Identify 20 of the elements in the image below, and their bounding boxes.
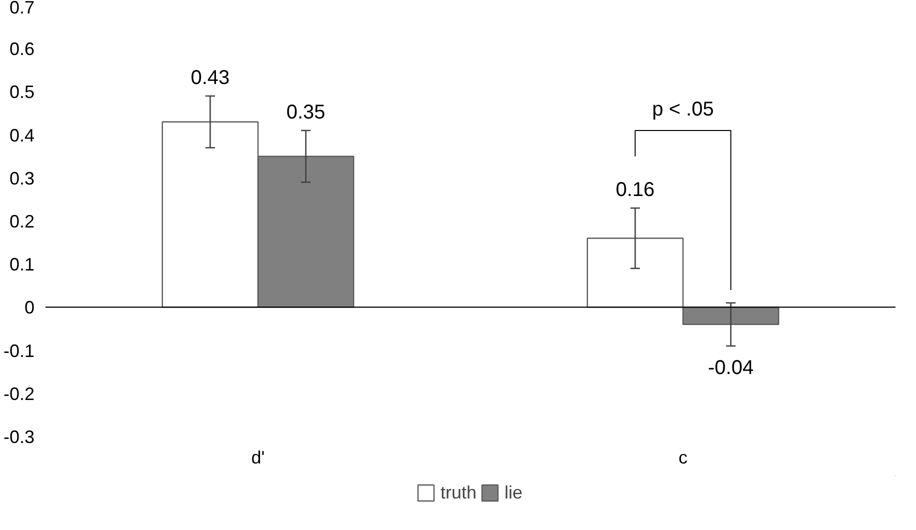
y-tick-label: -0.2 [3, 384, 35, 404]
y-tick-label: -0.1 [3, 340, 35, 361]
y-tick-label: 0.1 [9, 254, 35, 275]
legend-label: lie [504, 482, 524, 503]
x-tick-label: d' [251, 448, 265, 468]
annotation: p < .05 [652, 98, 714, 120]
data-label: -0.04 [708, 356, 754, 379]
data-label: 0.35 [286, 101, 326, 124]
y-tick-label: 0 [24, 298, 35, 318]
data-label: 0.43 [190, 67, 230, 90]
y-tick-label: 0.3 [9, 168, 35, 188]
y-tick-label: 0.2 [9, 212, 35, 232]
y-tick-label: 0.5 [9, 82, 35, 102]
y-tick-label: 0.7 [9, 0, 35, 18]
x-tick-label: c [678, 448, 688, 468]
y-tick-label: -0.3 [3, 427, 35, 447]
data-label: 0.16 [616, 179, 655, 202]
y-tick-label: 0.4 [9, 125, 35, 146]
legend-label: truth [440, 482, 477, 503]
y-tick-label: 0.6 [9, 39, 35, 60]
